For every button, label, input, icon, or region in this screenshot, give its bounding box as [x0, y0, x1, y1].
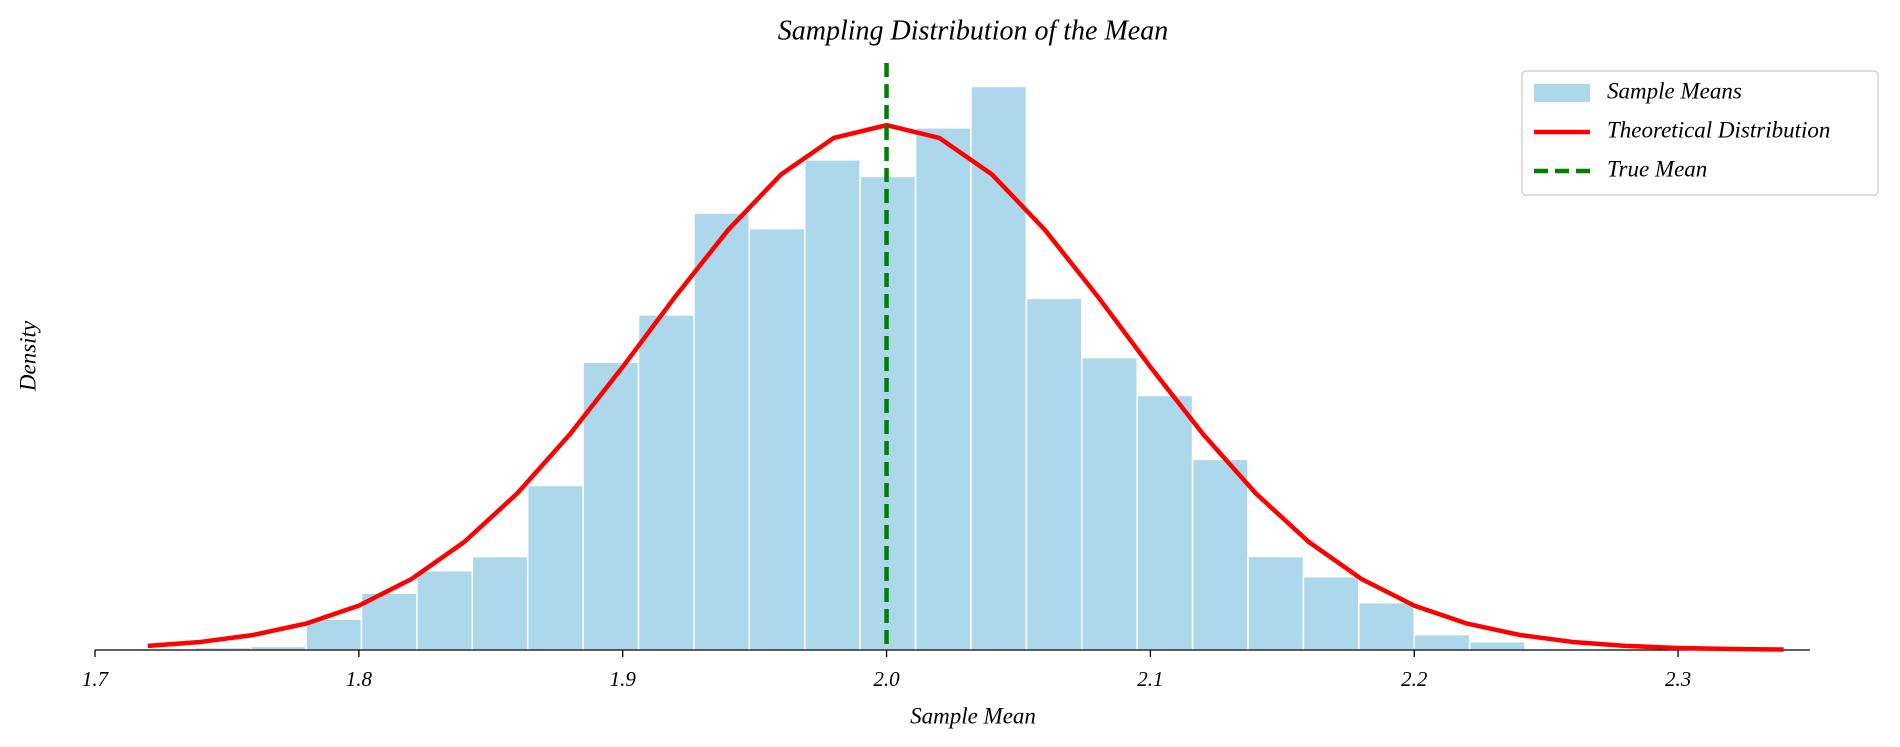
x-tick-label: 2.3 [1665, 667, 1691, 691]
chart-title: Sampling Distribution of the Mean [778, 15, 1168, 46]
histogram-bar [637, 314, 695, 651]
x-tick-label: 1.9 [610, 667, 637, 691]
histogram-bar [471, 555, 529, 651]
histogram-bar [1413, 633, 1471, 651]
legend-swatch [1534, 84, 1590, 102]
histogram-bar [416, 569, 474, 651]
theoretical-curve [147, 122, 1784, 652]
histogram-bar [1191, 458, 1249, 651]
histogram-bar [1136, 394, 1194, 651]
x-tick-label: 2.0 [873, 667, 900, 691]
histogram-bar [914, 127, 972, 651]
legend-label: Theoretical Distribution [1607, 117, 1830, 142]
histogram-bar [1302, 575, 1360, 651]
legend-frame [1521, 70, 1879, 196]
histogram-bar [693, 212, 751, 651]
histogram-bar [1247, 555, 1305, 651]
legend-label: True Mean [1607, 156, 1707, 181]
histogram-bar [360, 592, 418, 651]
legend-label: Sample Means [1607, 78, 1742, 103]
histogram-bar [305, 618, 363, 651]
histogram-bar [526, 484, 584, 651]
x-tick-label: 2.1 [1137, 667, 1163, 691]
histogram-bar [1081, 356, 1138, 651]
x-tick-label: 2.2 [1401, 667, 1428, 691]
legend: Sample Means Theoretical Distribution True… [1521, 70, 1879, 196]
histogram-bar [803, 159, 861, 651]
y-axis-label: Density [15, 320, 40, 392]
histogram-bar [1358, 601, 1415, 651]
histogram-bar [1468, 640, 1526, 651]
x-tick-label: 1.7 [82, 667, 110, 691]
histogram-bar [748, 227, 806, 651]
x-axis-label: Sample Mean [910, 703, 1036, 728]
x-tick-label: 1.8 [346, 667, 373, 691]
histogram-bar [1025, 297, 1083, 651]
histogram-bar [970, 85, 1028, 651]
